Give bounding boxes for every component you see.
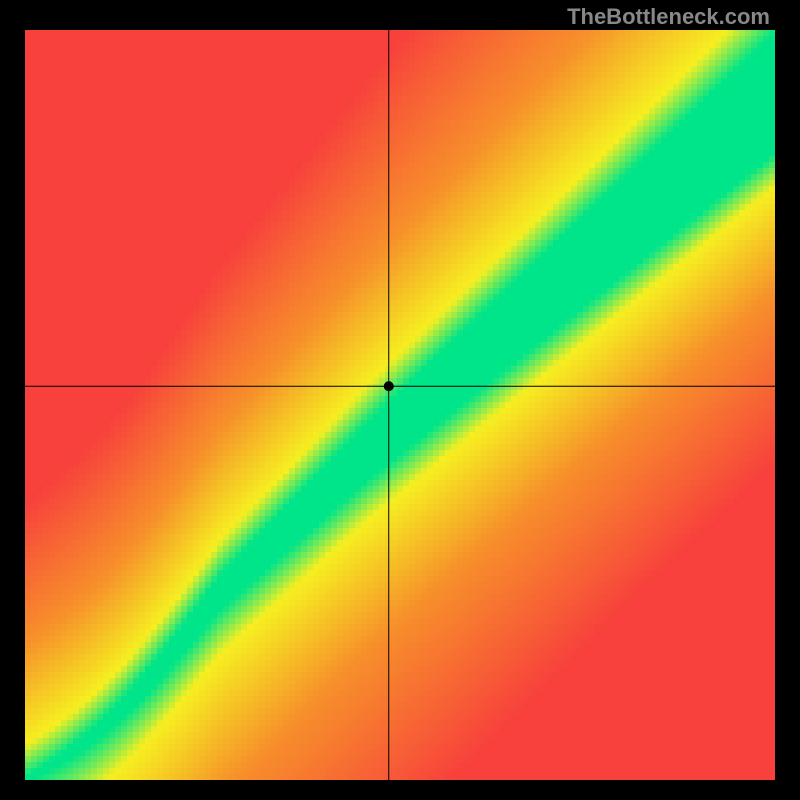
bottleneck-heatmap [0, 0, 800, 800]
watermark-text: TheBottleneck.com [567, 4, 770, 30]
chart-container: TheBottleneck.com [0, 0, 800, 800]
